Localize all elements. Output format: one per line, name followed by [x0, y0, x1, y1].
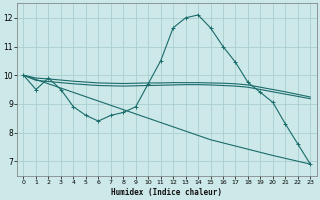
X-axis label: Humidex (Indice chaleur): Humidex (Indice chaleur) — [111, 188, 222, 197]
